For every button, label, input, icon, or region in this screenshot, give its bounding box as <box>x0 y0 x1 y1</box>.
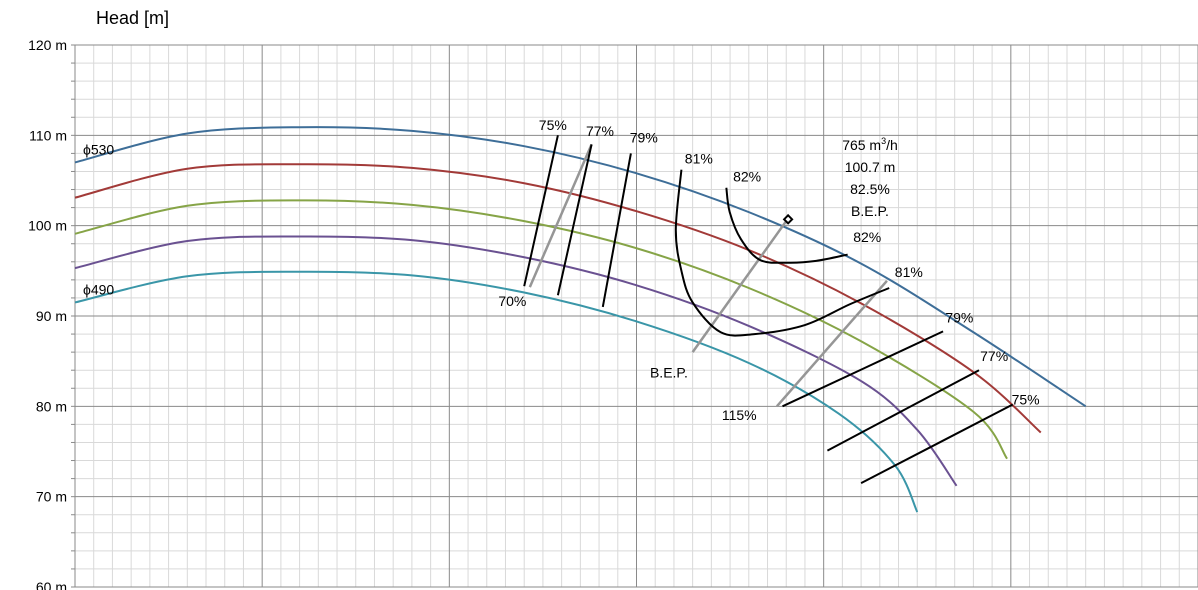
y-tick-label: 60 m <box>36 579 67 590</box>
bep-flow-line <box>691 217 790 353</box>
annotation-label: 75% <box>539 117 567 133</box>
bep-point-marker <box>782 213 794 225</box>
annotation-label: 115% <box>722 407 757 423</box>
bep-flow-line <box>775 279 888 408</box>
bep-flow-line <box>528 143 593 288</box>
annotation-label: 79% <box>630 130 658 146</box>
annotation-label: 77% <box>980 348 1008 364</box>
annotation-label: 79% <box>945 309 973 325</box>
annotation-label: 70% <box>498 293 526 309</box>
impeller-label: ϕ490 <box>83 281 114 297</box>
iso-efficiency-line <box>556 144 593 296</box>
iso-efficiency-line <box>601 153 632 308</box>
bep-flow: 765 m3/h <box>842 136 898 153</box>
impeller-curve-2 <box>74 163 1042 434</box>
y-tick-label: 90 m <box>36 308 67 324</box>
impeller-curve-3 <box>74 199 1008 460</box>
iso-efficiency-line <box>523 135 559 287</box>
annotation-label: 75% <box>1012 392 1040 408</box>
y-tick-label: 120 m <box>28 37 67 53</box>
annotation-label: 77% <box>586 123 614 139</box>
annotation-label: B.E.P. <box>650 364 688 380</box>
iso-efficiency-line <box>826 369 980 452</box>
iso-efficiency-line <box>860 403 1014 485</box>
bep-head: 100.7 m <box>845 159 896 175</box>
annotation-label: 82% <box>733 168 761 184</box>
annotation-label: 81% <box>895 264 923 280</box>
bep-label: B.E.P. <box>851 203 889 219</box>
y-tick-label: 80 m <box>36 398 67 414</box>
y-axis-title: Head [m] <box>96 8 170 28</box>
y-tick-label: 110 m <box>29 127 67 143</box>
impeller-curve-5 <box>74 270 919 513</box>
impeller-curve-1 <box>74 126 1087 408</box>
annotation-label: 81% <box>685 150 713 166</box>
annotation-label: 82% <box>853 229 881 245</box>
iso-efficiency-line <box>782 330 944 408</box>
bep-efficiency: 82.5% <box>850 181 890 197</box>
y-tick-label: 100 m <box>28 218 67 234</box>
iso-efficiency-line <box>725 187 848 264</box>
y-tick-label: 70 m <box>36 489 67 505</box>
impeller-label: ϕ530 <box>83 141 114 157</box>
iso-efficiency-line <box>674 169 890 337</box>
